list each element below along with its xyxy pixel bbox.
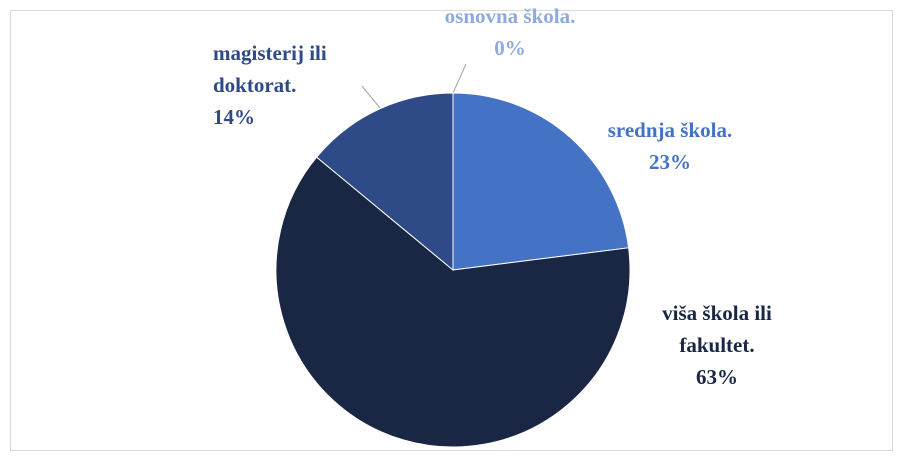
label-category: magisterij ili doktorat. — [213, 41, 327, 97]
leader-line — [452, 63, 467, 94]
pie-slice — [275, 156, 631, 448]
data-label: viša škola ili fakultet. 63% — [632, 297, 802, 393]
data-label: srednja škola. 23% — [570, 114, 770, 178]
pie-slice — [315, 92, 454, 272]
chart-frame — [10, 10, 893, 451]
label-value: 63% — [696, 365, 738, 389]
data-label: magisterij ili doktorat. 14% — [213, 37, 388, 133]
label-value: 14% — [213, 105, 255, 129]
pie-slice — [452, 92, 630, 271]
label-category: viša škola ili fakultet. — [662, 301, 772, 357]
data-label: osnovna škola. 0% — [400, 0, 620, 64]
label-value: 23% — [649, 150, 691, 174]
leader-line — [361, 85, 381, 109]
label-category: srednja škola. — [607, 118, 733, 142]
label-value: 0% — [494, 36, 526, 60]
label-category: osnovna škola. — [444, 4, 576, 28]
